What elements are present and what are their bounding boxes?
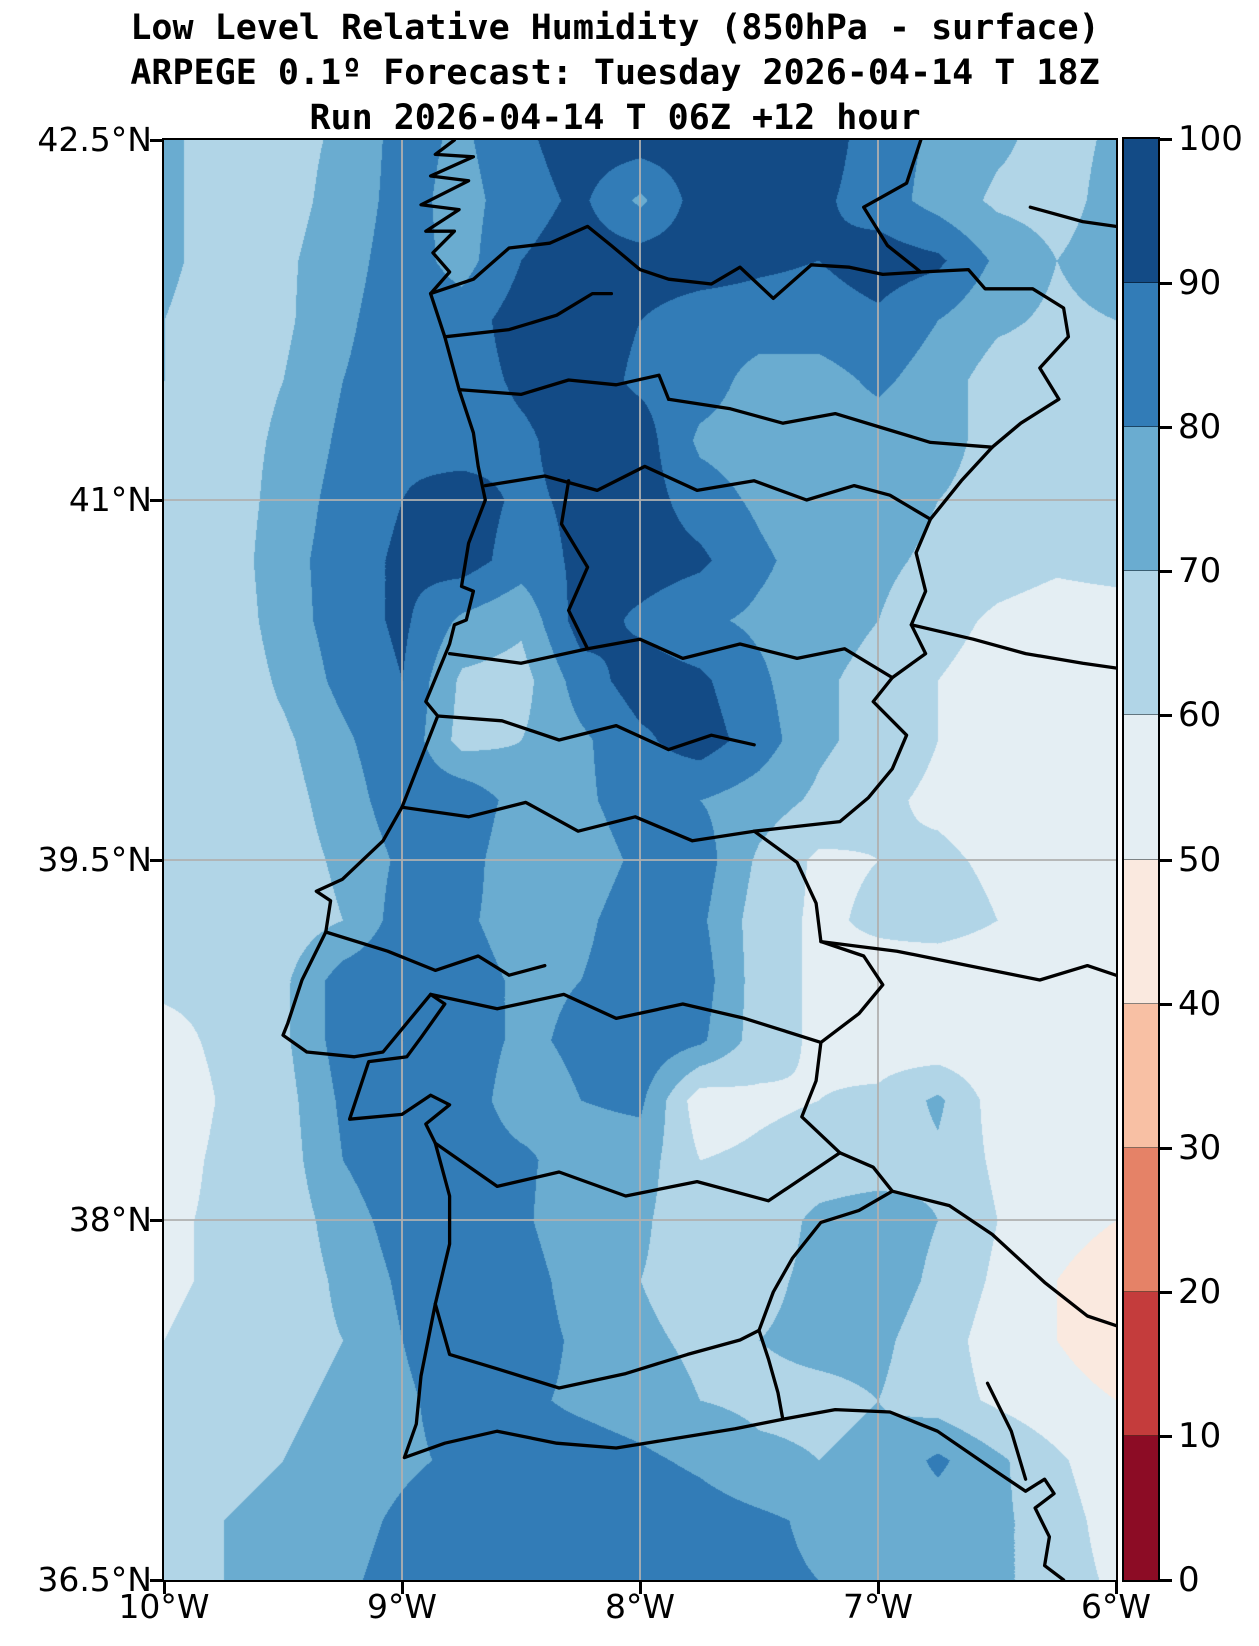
colorbar-divider [1124, 1434, 1158, 1436]
colorbar-segment [1124, 1291, 1158, 1436]
colorbar-tick-label: 100 [1178, 119, 1243, 159]
district-border [433, 1141, 842, 1203]
district-border [324, 930, 547, 977]
district-border [819, 939, 1116, 982]
colorbar-tick-label: 90 [1178, 263, 1222, 304]
y-tick-label: 39.5°N [37, 840, 152, 879]
tick-mark [639, 1582, 642, 1594]
colorbar-tick-label: 20 [1178, 1271, 1222, 1312]
district-border [890, 1189, 1116, 1328]
tick-mark [1158, 138, 1172, 141]
colorbar-tick-label: 30 [1178, 1127, 1222, 1168]
colorbar-divider [1124, 1002, 1158, 1004]
colorbar-segment [1124, 1003, 1158, 1148]
tick-mark [163, 1582, 166, 1594]
tick-mark [1158, 714, 1172, 718]
y-tick-label: 36.5°N [37, 1560, 152, 1599]
colorbar-tick-label: 50 [1178, 839, 1222, 880]
tick-mark [150, 499, 162, 502]
colorbar-divider [1124, 1290, 1158, 1292]
district-border [457, 373, 671, 401]
district-border [985, 1381, 1028, 1481]
colorbar-segment [1124, 571, 1158, 716]
district-border [1028, 205, 1116, 229]
colorbar-divider [1124, 1146, 1158, 1148]
colorbar-segment [1124, 1147, 1158, 1292]
colorbar-divider [1124, 426, 1158, 428]
district-border [909, 623, 1116, 670]
tick-mark [150, 139, 162, 142]
colorbar-divider [1124, 858, 1158, 860]
tick-mark [401, 1582, 404, 1594]
colorbar-tick-label: 40 [1178, 983, 1222, 1024]
colorbar-tick-label: 80 [1178, 407, 1222, 448]
colorbar-divider [1124, 714, 1158, 716]
title-line-3: Run 2026-04-14 T 06Z +12 hour [309, 98, 921, 138]
colorbar-divider [1124, 282, 1158, 284]
district-border [559, 479, 590, 651]
y-tick-label: 38°N [68, 1200, 152, 1239]
colorbar-divider [1124, 570, 1158, 572]
district-border [400, 800, 756, 843]
district-border [433, 1302, 761, 1390]
colorbar-segment [1124, 283, 1158, 428]
chart-title: Low Level Relative Humidity (850hPa - su… [0, 6, 1230, 141]
y-tick-label: 42.5°N [37, 120, 152, 159]
tick-mark [877, 1582, 880, 1594]
colorbar-tick-label: 0 [1178, 1560, 1200, 1600]
tick-mark [1158, 1434, 1172, 1438]
tick-mark [1158, 1290, 1172, 1294]
colorbar-segment [1124, 1435, 1158, 1580]
colorbar-segment [1124, 139, 1158, 284]
district-border [436, 714, 756, 752]
tick-mark [1158, 1579, 1172, 1582]
map-overlay-boundaries [164, 140, 1116, 1580]
tick-mark [150, 1219, 162, 1222]
district-border [666, 397, 994, 449]
map-plot-area [162, 138, 1118, 1582]
tick-mark [150, 1579, 162, 1582]
district-border [862, 140, 923, 274]
tick-mark [1158, 282, 1172, 286]
colorbar-tick-label: 70 [1178, 551, 1222, 592]
tick-mark [150, 859, 162, 862]
district-border [483, 464, 933, 521]
district-border [443, 291, 614, 339]
tick-mark [1158, 858, 1172, 862]
colorbar [1122, 137, 1160, 1582]
y-tick-label: 41°N [68, 480, 152, 519]
colorbar-tick-label: 60 [1178, 695, 1222, 736]
tick-mark [1115, 1582, 1118, 1594]
tick-mark [1158, 570, 1172, 574]
district-border [447, 637, 894, 680]
colorbar-tick-label: 10 [1178, 1415, 1222, 1456]
colorbar-segment [1124, 427, 1158, 572]
tick-mark [1158, 1146, 1172, 1150]
portugal-spain-border [428, 224, 1071, 1421]
district-border [428, 992, 823, 1045]
colorbar-segment [1124, 715, 1158, 860]
title-line-1: Low Level Relative Humidity (850hPa - su… [130, 8, 1100, 48]
colorbar-segment [1124, 859, 1158, 1004]
tick-mark [1158, 1002, 1172, 1006]
title-line-2: ARPEGE 0.1º Forecast: Tuesday 2026-04-14… [130, 53, 1100, 93]
tick-mark [1158, 426, 1172, 430]
